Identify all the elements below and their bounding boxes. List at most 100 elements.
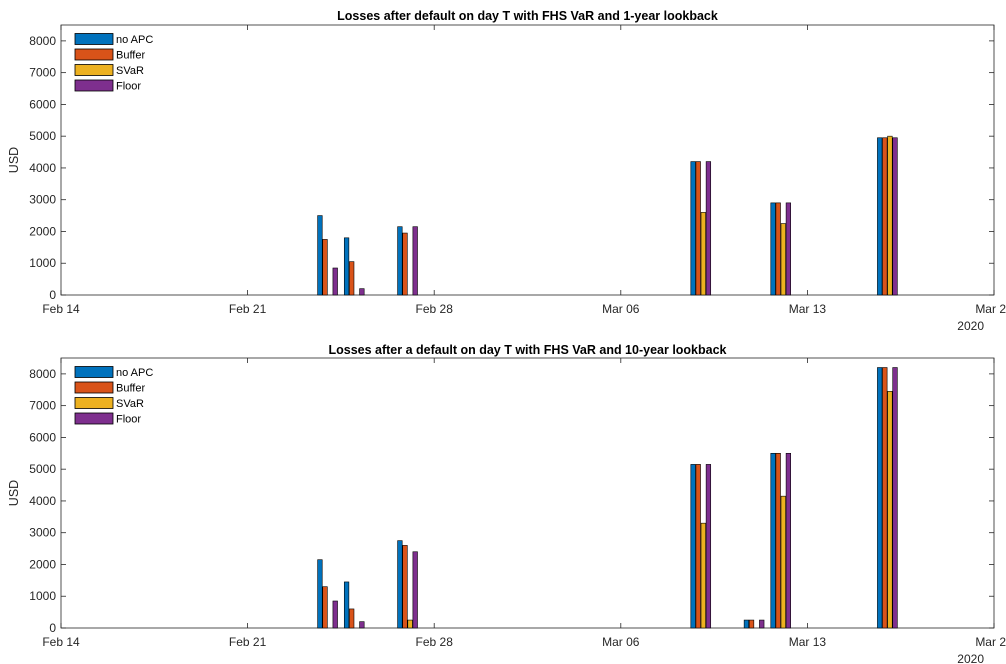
bar-no-apc xyxy=(743,619,750,629)
bar-no-apc xyxy=(877,137,883,296)
legend-swatch xyxy=(74,33,114,45)
bar-buffer xyxy=(695,464,701,629)
bar-no-apc xyxy=(317,559,323,629)
bar-buffer xyxy=(402,545,408,629)
x-tick-label: Feb 21 xyxy=(229,635,267,649)
bar-no-apc xyxy=(877,367,883,629)
x-tick-label: Feb 28 xyxy=(416,635,454,649)
bar-buffer xyxy=(322,239,328,296)
y-tick-label: 4000 xyxy=(29,161,56,175)
bar-svar xyxy=(887,135,893,296)
x-tick-label: Feb 28 xyxy=(416,302,454,316)
bar-floor xyxy=(332,267,338,296)
bar-no-apc xyxy=(317,215,323,296)
y-tick-label: 0 xyxy=(49,621,56,635)
bar-no-apc xyxy=(397,540,403,629)
year-label: 2020 xyxy=(957,652,984,664)
x-tick-label: Mar 20 xyxy=(975,302,1006,316)
bar-floor xyxy=(892,137,898,296)
legend-swatch xyxy=(74,64,114,76)
bar-floor xyxy=(759,619,765,629)
legend-label: Floor xyxy=(116,414,141,426)
y-tick-label: 8000 xyxy=(29,367,56,381)
plot-area xyxy=(60,24,995,296)
bar-no-apc xyxy=(690,464,696,629)
x-tick-label: Feb 14 xyxy=(42,302,80,316)
legend-label: Buffer xyxy=(116,383,145,395)
x-tick-label: Mar 06 xyxy=(602,302,640,316)
bar-buffer xyxy=(349,261,355,296)
y-tick-label: 7000 xyxy=(29,399,56,413)
bar-no-apc xyxy=(770,202,776,296)
y-tick-label: 3000 xyxy=(29,526,56,540)
y-tick-label: 7000 xyxy=(29,66,56,80)
bar-svar xyxy=(780,223,786,296)
legend-swatch xyxy=(74,48,114,61)
bar-floor xyxy=(359,621,365,629)
y-axis-label: USD xyxy=(7,147,21,173)
chart-title: Losses after a default on day T with FHS… xyxy=(328,343,726,357)
x-tick-label: Mar 13 xyxy=(789,635,827,649)
year-label: 2020 xyxy=(957,319,984,333)
bar-no-apc xyxy=(397,226,403,296)
legend-label: Floor xyxy=(116,81,141,93)
legend-swatch xyxy=(74,381,114,394)
y-tick-label: 3000 xyxy=(29,193,56,207)
x-tick-label: Mar 06 xyxy=(602,635,640,649)
bar-svar xyxy=(700,212,706,296)
bar-no-apc xyxy=(343,237,350,296)
chart-title: Losses after default on day T with FHS V… xyxy=(337,9,718,23)
y-tick-label: 6000 xyxy=(29,97,56,111)
plot-area xyxy=(60,357,995,629)
bar-floor xyxy=(412,226,418,296)
legend-label: no APC xyxy=(116,367,153,379)
legend: no APC Buffer SVaR Floor xyxy=(74,366,153,426)
y-tick-label: 1000 xyxy=(29,589,56,603)
bar-svar xyxy=(407,619,413,629)
legend-label: SVaR xyxy=(116,398,144,410)
legend-label: Buffer xyxy=(116,50,145,62)
bar-buffer xyxy=(349,608,355,629)
bar-floor xyxy=(892,367,898,629)
bar-svar xyxy=(700,522,706,629)
chart-panel-1: Losses after default on day T with FHS V… xyxy=(7,9,1006,333)
bar-buffer xyxy=(775,452,781,629)
y-tick-label: 2000 xyxy=(29,224,56,238)
y-tick-label: 1000 xyxy=(29,256,56,270)
y-tick-label: 0 xyxy=(49,288,56,302)
bar-buffer xyxy=(322,586,328,629)
bar-buffer xyxy=(402,232,408,296)
legend-swatch xyxy=(74,397,114,409)
x-tick-label: Mar 20 xyxy=(975,635,1006,649)
x-tick-label: Mar 13 xyxy=(789,302,827,316)
y-tick-label: 6000 xyxy=(29,430,56,444)
y-tick-label: 5000 xyxy=(29,129,56,143)
bar-floor xyxy=(785,202,791,296)
bar-no-apc xyxy=(690,161,696,296)
bar-buffer xyxy=(695,161,701,296)
bar-buffer xyxy=(882,367,888,629)
bar-buffer xyxy=(882,137,888,296)
bar-svar xyxy=(887,391,893,629)
bar-no-apc xyxy=(343,581,350,629)
bar-buffer xyxy=(775,202,781,296)
legend-swatch xyxy=(74,412,114,425)
bar-floor xyxy=(705,464,712,629)
legend-label: no APC xyxy=(116,34,153,46)
bar-floor xyxy=(359,288,365,296)
bar-buffer xyxy=(748,619,755,629)
chart-panel-2: Losses after a default on day T with FHS… xyxy=(7,343,1006,664)
y-tick-label: 8000 xyxy=(29,34,56,48)
legend-swatch xyxy=(74,366,114,378)
bar-no-apc xyxy=(770,452,776,629)
legend-swatch xyxy=(74,79,114,92)
legend: no APC Buffer SVaR Floor xyxy=(74,33,153,93)
y-tick-label: 4000 xyxy=(29,494,56,508)
bar-floor xyxy=(705,161,712,296)
bar-floor xyxy=(412,551,418,629)
y-axis-label: USD xyxy=(7,480,21,506)
bar-floor xyxy=(785,452,791,629)
y-tick-label: 5000 xyxy=(29,462,56,476)
bar-floor xyxy=(332,600,338,629)
